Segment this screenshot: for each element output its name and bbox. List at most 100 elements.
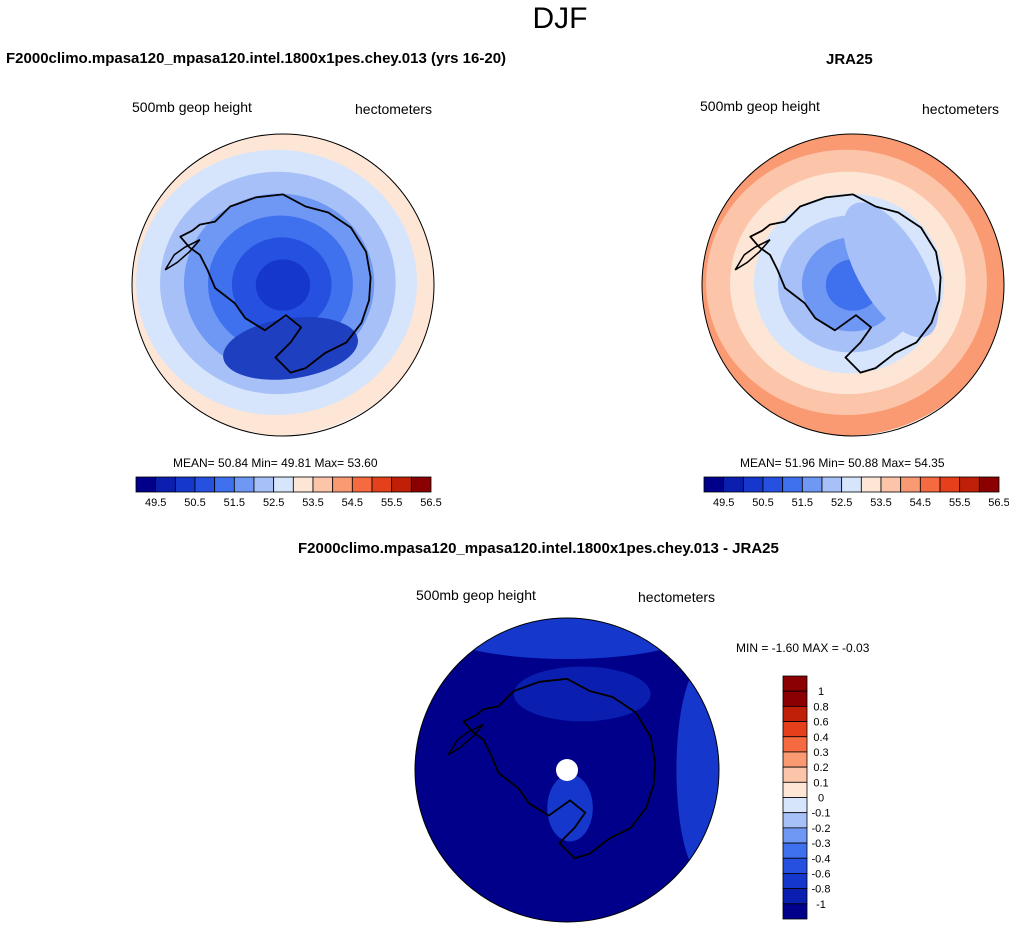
panel-model-title: F2000climo.mpasa120_mpasa120.intel.1800x… — [6, 50, 507, 67]
panel-diff-colorbar-swatch — [782, 675, 808, 692]
panel-obs-colorbar-tick-label: 53.5 — [870, 497, 891, 509]
panel-model-colorbar-swatch — [194, 476, 216, 493]
panel-obs-colorbar-tick-label: 51.5 — [792, 497, 813, 509]
panel-obs-colorbar-swatch — [900, 476, 921, 493]
panel-model-map-coastline — [179, 193, 372, 374]
stat-min-value: 49.81 — [281, 456, 312, 470]
panel-obs-colorbar-swatch — [919, 476, 941, 493]
panel-diff-band — [430, 618, 704, 660]
stat-max-label: Max= — [314, 456, 345, 470]
panel-diff-colorbar-tick-label: 0 — [818, 793, 824, 805]
stat-mean-value: 50.84 — [218, 456, 249, 470]
panel-obs-colorbar-tick-label: 55.5 — [949, 497, 970, 509]
panel-model-colorbar-swatch — [312, 476, 334, 493]
panel-obs-colorbar-tick-label: 49.5 — [713, 497, 734, 509]
stat-max-value: 54.35 — [914, 456, 945, 470]
panel-diff-coastline — [462, 677, 657, 860]
panel-diff-colorbar-swatch — [782, 873, 808, 890]
panel-diff-band — [676, 663, 719, 877]
panel-model-colorbar-swatch — [351, 476, 373, 493]
panel-model-variable-label: 500mb geop height — [132, 99, 252, 115]
panel-model-colorbar-swatch — [253, 476, 275, 493]
panel-diff-colorbar: 1 0.8 0.6 0.4 0.3 0.2 0.1 0 -0.1 -0.2 -0.3 -0.4 -0.6… — [782, 675, 831, 920]
panel-model-colorbar-swatch — [174, 476, 196, 493]
panel-obs-title: JRA25 — [826, 51, 873, 68]
panel-diff-colorbar-swatch — [782, 690, 808, 707]
panel-diff-colorbar-swatch — [782, 888, 808, 905]
panel-model-map-band — [255, 259, 311, 311]
panel-obs-colorbar: 49.5 50.5 51.5 52.5 53.5 54.5 55.5 56.5 — [703, 476, 1009, 509]
panel-obs-colorbar-swatch — [801, 476, 823, 493]
panel-diff-band — [547, 774, 593, 842]
panel-diff-colorbar-tick-label: -0.2 — [812, 823, 831, 835]
panel-diff-colorbar-tick-label: -0.3 — [812, 838, 831, 850]
panel-obs-colorbar-swatch — [762, 476, 784, 493]
panel-diff-colorbar-swatch — [782, 903, 808, 920]
panel-diff-variable-label: 500mb geop height — [416, 587, 536, 603]
panel-diff-colorbar-tick-label: -0.6 — [812, 868, 831, 880]
panel-model-colorbar-tick-label: 53.5 — [302, 497, 323, 509]
panel-diff-band — [513, 666, 651, 722]
panel-obs-variable-label: 500mb geop height — [700, 98, 820, 114]
stat-mean-label: MEAN= — [740, 456, 782, 470]
panel-obs-colorbar-tick-label: 54.5 — [910, 497, 931, 509]
panel-obs-colorbar-swatch — [782, 476, 803, 493]
panel-model-colorbar-tick-label: 52.5 — [263, 497, 284, 509]
stat-min-label: Min= — [818, 456, 845, 470]
panel-diff-colorbar-swatch — [782, 705, 808, 722]
panel-diff-colorbar-tick-label: 0.4 — [813, 732, 828, 744]
panel-model-colorbar-swatch — [273, 476, 294, 493]
panel-model-colorbar-swatch — [371, 476, 393, 493]
panel-diff-colorbar-tick-label: 0.1 — [813, 777, 828, 789]
panel-obs-colorbar-swatch — [723, 476, 744, 493]
stat-max-label: Max= — [881, 456, 912, 470]
panel-diff-colorbar-tick-label: -0.1 — [812, 808, 831, 820]
stat-min-value: 50.88 — [848, 456, 879, 470]
panel-obs-colorbar-swatch — [860, 476, 882, 493]
panel-model-colorbar-tick-label: 55.5 — [381, 497, 402, 509]
panel-diff-pole-mask — [556, 759, 578, 781]
panel-model-colorbar-swatch — [391, 476, 412, 493]
season-title: DJF — [532, 2, 588, 35]
panel-obs-colorbar-swatch — [841, 476, 862, 493]
panel-model-colorbar-tick-label: 49.5 — [145, 497, 166, 509]
panel-obs-colorbar-tick-label: 50.5 — [752, 497, 773, 509]
panel-obs-units-label: hectometers — [922, 101, 1000, 117]
panel-model-colorbar-swatch — [135, 476, 157, 493]
panel-diff-colorbar-swatch — [782, 827, 808, 844]
panel-model-colorbar-tick-label: 56.5 — [420, 497, 441, 509]
panel-obs-map — [701, 133, 1005, 437]
panel-obs-colorbar-swatch — [880, 476, 902, 493]
panel-model-map — [131, 133, 435, 437]
panel-model-stats: MEAN= 50.84 Min= 49.81 Max= 53.60 — [173, 456, 378, 470]
panel-model-colorbar-swatch — [292, 476, 314, 493]
panel-obs-colorbar-tick-label: 56.5 — [988, 497, 1009, 509]
panel-obs-map-anomaly — [843, 202, 939, 338]
panel-model-map-anomaly — [223, 317, 358, 380]
stat-mean-label: MEAN= — [173, 456, 215, 470]
panel-obs-colorbar-swatch — [978, 476, 1000, 493]
panel-model-colorbar-swatch — [214, 476, 235, 493]
panel-diff-colorbar-swatch — [782, 842, 808, 859]
panel-diff-colorbar-swatch — [782, 721, 808, 738]
stat-min-label: Min= — [251, 456, 278, 470]
panel-diff-colorbar-tick-label: 0.8 — [813, 701, 828, 713]
panel-obs-colorbar-swatch — [939, 476, 961, 493]
panel-diff-colorbar-tick-label: -0.8 — [812, 884, 831, 896]
panel-model-colorbar-tick-label: 54.5 — [342, 497, 363, 509]
panel-diff-colorbar-tick-label: -1 — [816, 899, 826, 911]
panel-diff-colorbar-tick-label: -0.4 — [812, 853, 831, 865]
panel-obs-colorbar-swatch — [703, 476, 725, 493]
panel-obs-map-outline — [701, 133, 1005, 437]
panel-model-colorbar: 49.5 50.5 51.5 52.5 53.5 54.5 55.5 56.5 — [135, 476, 442, 509]
panel-obs-map-coastline — [749, 193, 942, 374]
panel-diff-units-label: hectometers — [638, 589, 716, 605]
panel-obs-colorbar-swatch — [959, 476, 980, 493]
panel-model-map-peninsula — [164, 239, 201, 271]
panel-diff-colorbar-swatch — [782, 736, 808, 753]
panel-diff-colorbar-swatch — [782, 797, 808, 814]
panel-model-colorbar-swatch — [155, 476, 176, 493]
panel-diff-outline — [414, 617, 720, 923]
panel-diff-stats: MIN = -1.60 MAX = -0.03 — [736, 641, 870, 655]
